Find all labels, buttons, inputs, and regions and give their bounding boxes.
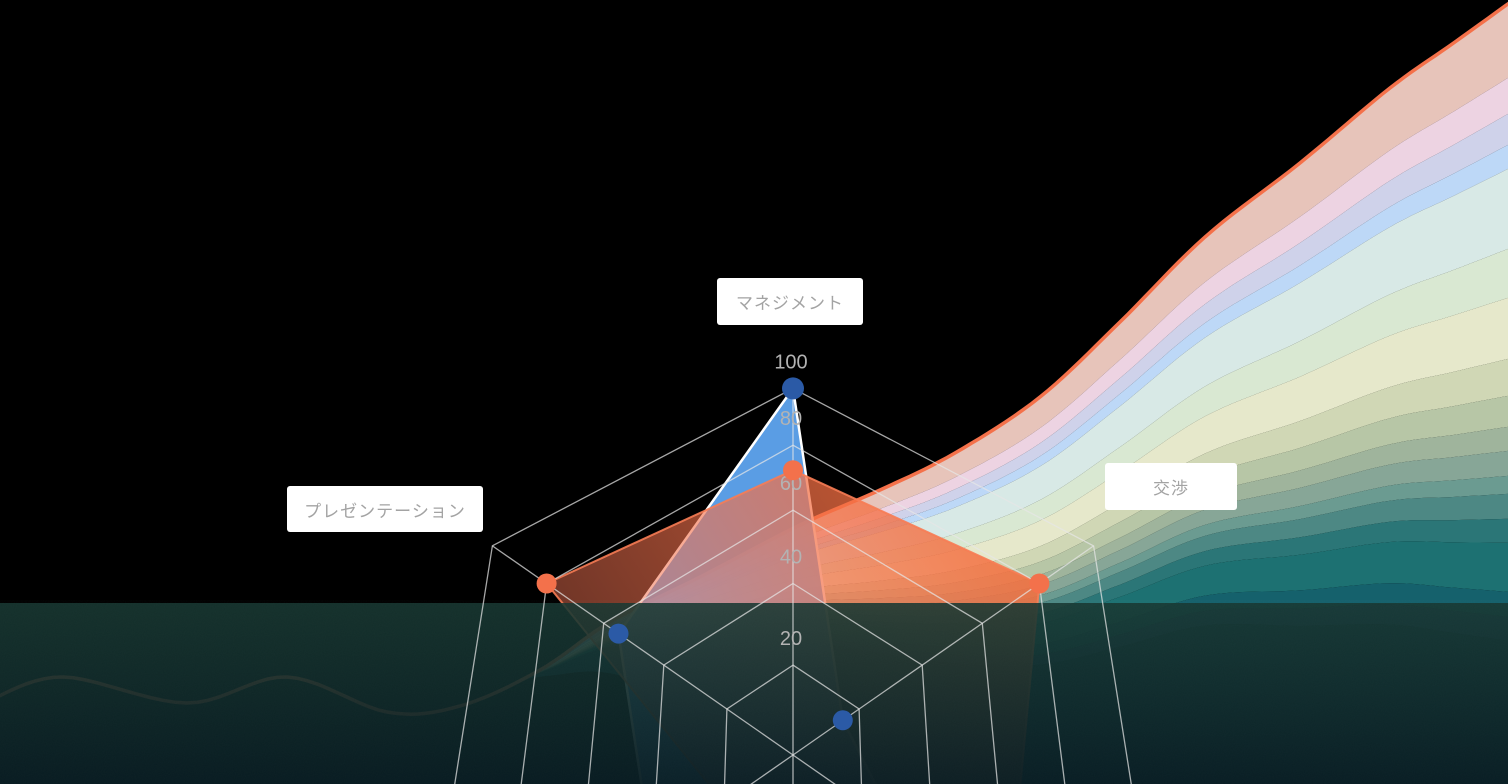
series-blue-dot <box>608 623 629 644</box>
series-orange-dot <box>1029 573 1050 594</box>
radar-series-dots <box>536 377 1050 731</box>
radar-axis-name-management: マネジメント <box>717 278 863 325</box>
series-orange-dot <box>783 460 803 481</box>
wave-band <box>0 518 1508 715</box>
wave-band <box>0 426 1508 715</box>
series-orange-dot <box>536 573 557 594</box>
series-blue-dot <box>782 377 804 400</box>
wave-band <box>0 583 1508 715</box>
radar-tick-label: 80 <box>780 408 802 430</box>
wave-band <box>0 475 1508 715</box>
wave-band <box>0 450 1508 715</box>
series-blue-dot <box>832 710 853 731</box>
wave-band <box>0 493 1508 715</box>
radar-axis-name-negotiation: 交渉 <box>1105 463 1237 510</box>
radar-tick-label: 20 <box>780 628 802 650</box>
radar-tick-label: 100 <box>774 351 807 373</box>
radar-axis-name-presentation: プレゼンテーション <box>287 486 483 532</box>
radar-tick-label: 40 <box>780 547 802 569</box>
grain-texture <box>0 600 1508 784</box>
